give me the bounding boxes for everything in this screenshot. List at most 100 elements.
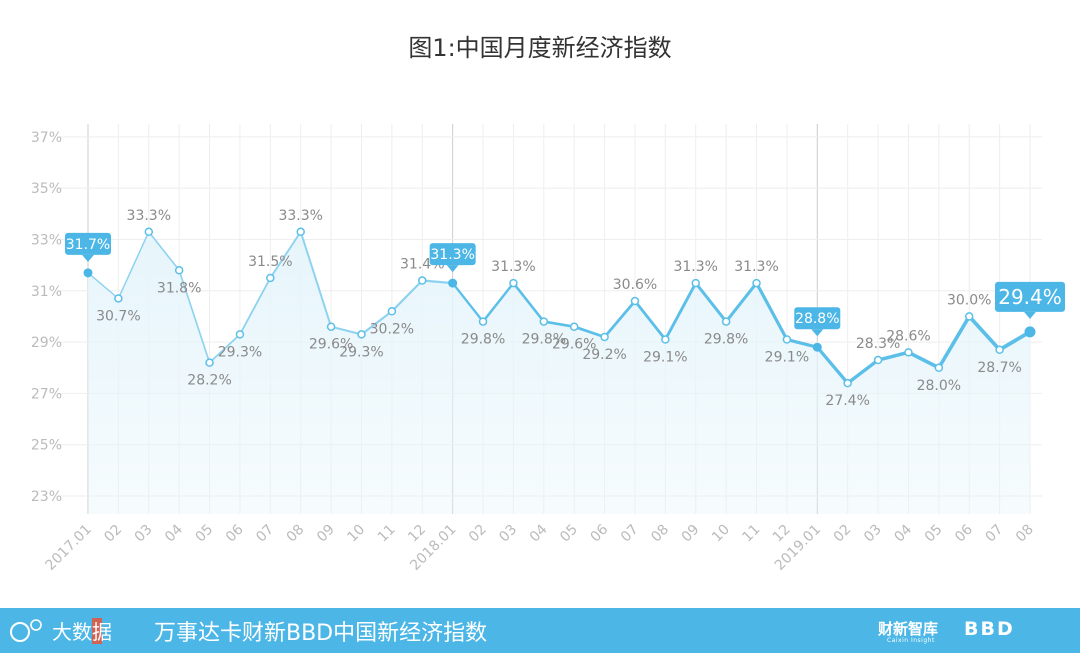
series-line-segment	[906, 350, 941, 370]
data-point-highlight	[448, 278, 458, 288]
x-tick-label: 07	[983, 522, 1007, 546]
x-tick-label: 06	[952, 521, 976, 545]
x-tick-label: 11	[739, 522, 763, 546]
data-point	[691, 278, 700, 288]
data-label: 28.2%	[187, 373, 231, 389]
callout-pointer	[82, 254, 94, 262]
x-tick-label: 08	[648, 522, 672, 546]
data-point	[539, 317, 549, 326]
x-tick-label: 03	[496, 522, 520, 546]
series-line-segment	[451, 281, 485, 323]
data-point	[630, 296, 640, 306]
y-tick-label: 25%	[31, 438, 62, 454]
data-label: 29.1%	[643, 350, 687, 366]
data-point	[235, 330, 245, 339]
caixin-insight-sub: Caixin Insight	[887, 637, 935, 644]
x-tick-label: 05	[557, 522, 581, 546]
series-line-segment	[147, 230, 180, 272]
chart-title: 图1:中国月度新经济指数	[408, 34, 672, 62]
data-label: 31.3%	[491, 259, 535, 275]
big-data-logo-icon	[10, 618, 102, 644]
callout-box	[65, 232, 111, 255]
data-point	[387, 307, 397, 316]
data-point	[326, 322, 336, 331]
x-tick-label: 02	[101, 522, 125, 546]
footer-caption: 万事达卡财新BBD中国新经济指数	[154, 621, 488, 646]
series-line-segment	[360, 310, 393, 336]
data-point	[964, 312, 974, 321]
data-label: 30.0%	[947, 292, 991, 308]
data-point	[600, 332, 609, 342]
data-point	[296, 227, 305, 237]
data-label: 29.8%	[704, 332, 748, 348]
data-label: 33.3%	[278, 208, 322, 224]
x-tick-label: 09	[314, 522, 338, 546]
data-point	[873, 355, 883, 365]
callout-pointer	[811, 329, 824, 337]
series-line-segment	[269, 230, 302, 279]
data-point	[843, 378, 852, 388]
data-label: 33.3%	[127, 208, 171, 224]
x-tick-label: 10	[344, 522, 368, 546]
callout-pointer	[446, 265, 459, 273]
data-label: 29.6%	[309, 337, 353, 353]
data-label: 28.6%	[886, 328, 930, 344]
data-label: 29.1%	[765, 350, 809, 366]
data-label: 28.7%	[977, 360, 1021, 376]
y-tick-label: 31%	[31, 284, 62, 300]
data-label: 30.2%	[370, 321, 414, 337]
x-tick-label: 07	[618, 522, 642, 546]
series-line-segment	[87, 272, 120, 300]
series-line-segment	[512, 281, 546, 323]
x-tick-label: 05	[192, 522, 216, 546]
data-point	[904, 348, 913, 357]
bbd-logo: BBD	[964, 618, 1015, 640]
series-line-segment	[633, 299, 667, 341]
data-point	[478, 317, 488, 326]
series-line-segment	[694, 281, 728, 324]
y-tick-label: 35%	[31, 181, 62, 197]
x-tick-label: 07	[253, 522, 277, 546]
series-line-segment	[299, 230, 333, 328]
callout-box	[429, 243, 476, 266]
x-tick-label: 08	[1013, 522, 1037, 546]
data-point	[418, 276, 427, 285]
y-tick-label: 37%	[31, 130, 62, 146]
data-point-highlight	[83, 268, 93, 278]
x-tick-label: 04	[527, 521, 551, 545]
footer-banner: 大数据 万事达卡财新BBD中国新经济指数 财新智库 Caixin Insight…	[0, 608, 1080, 653]
caixin-insight-name: 财新智库	[878, 620, 939, 638]
data-point	[114, 294, 123, 303]
series-line-segment	[603, 299, 637, 339]
data-label: 29.6%	[552, 337, 596, 353]
data-point	[752, 278, 761, 288]
x-tick-label: 06	[223, 521, 247, 545]
data-label: 29.3%	[339, 344, 383, 360]
series-line-segment	[785, 337, 819, 349]
series-line-segment	[208, 333, 241, 364]
callout-label: 31.3%	[430, 247, 474, 263]
series-line-segment	[937, 314, 972, 370]
data-point	[934, 363, 944, 372]
x-tick-label: 10	[709, 522, 733, 546]
callout-box	[794, 307, 841, 330]
x-tick-label: 09	[679, 522, 703, 546]
series-line-segment	[330, 325, 363, 336]
data-label: 29.8%	[522, 332, 566, 348]
data-point	[509, 278, 518, 288]
x-tick-label: 11	[375, 522, 399, 546]
data-point	[266, 273, 275, 283]
callout-box	[995, 281, 1065, 312]
data-point	[661, 335, 670, 344]
x-tick-label: 12	[770, 522, 794, 546]
y-tick-label: 29%	[31, 335, 62, 351]
data-point	[569, 322, 579, 331]
area-fill	[88, 231, 1030, 514]
x-tick-label: 02	[831, 522, 855, 546]
series-line-segment	[997, 329, 1032, 352]
x-tick-label: 03	[861, 522, 885, 546]
data-label: 31.5%	[248, 254, 292, 270]
data-point	[357, 330, 366, 339]
series-line-segment	[572, 325, 606, 339]
series-line-segment	[754, 281, 789, 342]
